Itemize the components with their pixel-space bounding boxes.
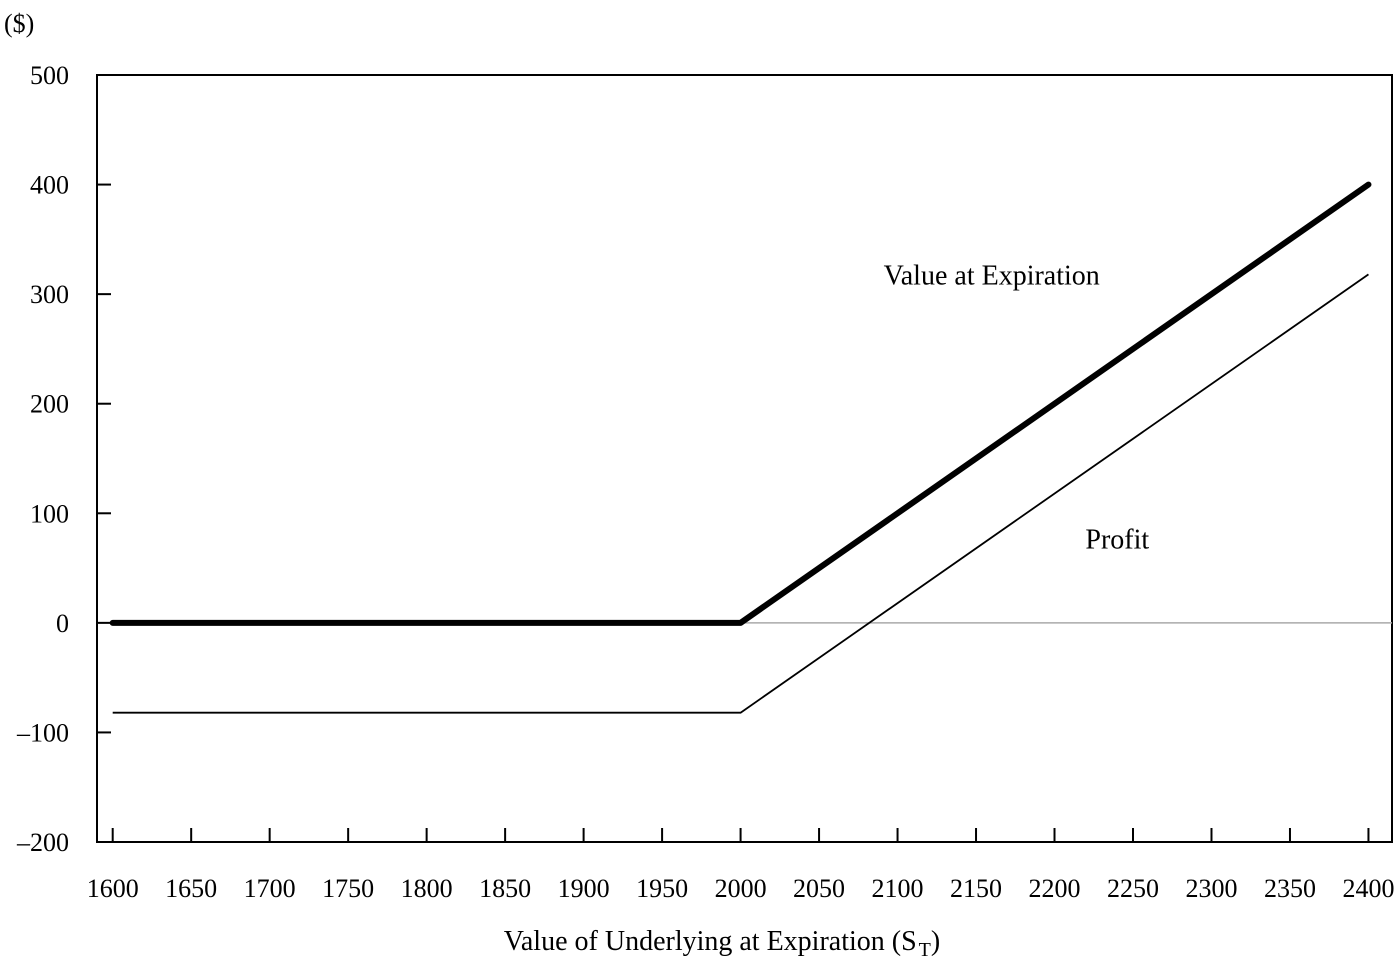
- series-line-profit: [112, 273, 1369, 714]
- y-tick-label: 500: [30, 61, 69, 90]
- x-tick-label: 2350: [1264, 874, 1316, 903]
- x-tick-label: 1900: [558, 874, 610, 903]
- x-tick-label: 1600: [87, 874, 139, 903]
- x-tick-label: 2000: [715, 874, 767, 903]
- x-tick-label: 1650: [165, 874, 217, 903]
- x-axis-title-subscript: T: [919, 939, 931, 961]
- series-line-value-at-expiration: [109, 181, 1372, 626]
- x-axis-ticks: 1600 1650 1700 1750 1800 1850 1900 1950 2000 2050…: [87, 828, 1394, 903]
- y-tick-label: 100: [30, 499, 69, 528]
- y-tick-label: 300: [30, 280, 69, 309]
- x-tick-label: 2150: [950, 874, 1002, 903]
- x-tick-label: 2400: [1342, 874, 1394, 903]
- y-axis-ticks: 500 400 300 200 100 0 –100 –200: [16, 61, 111, 857]
- y-unit-label: ($): [4, 9, 34, 38]
- series-label-profit: Profit: [1085, 524, 1149, 555]
- x-axis-title: Value of Underlying at Expiration (S T): [504, 926, 940, 961]
- x-tick-label: 1950: [636, 874, 688, 903]
- x-tick-label: 2200: [1029, 874, 1081, 903]
- x-tick-label: 2100: [872, 874, 924, 903]
- plot-frame: [96, 74, 1393, 843]
- y-tick-label: 200: [30, 390, 69, 419]
- x-tick-label: 2050: [793, 874, 845, 903]
- y-tick-label: 0: [56, 609, 69, 638]
- x-tick-label: 2250: [1107, 874, 1159, 903]
- x-tick-label: 1850: [479, 874, 531, 903]
- x-tick-label: 2300: [1185, 874, 1237, 903]
- x-tick-label: 1750: [322, 874, 374, 903]
- y-tick-label: –200: [16, 828, 69, 857]
- y-tick-label: 400: [30, 171, 69, 200]
- series-layer: [109, 181, 1372, 714]
- series-label-value-at-expiration: Value at Expiration: [884, 260, 1100, 291]
- y-tick-label: –100: [16, 718, 69, 747]
- x-tick-label: 1800: [401, 874, 453, 903]
- annotation-layer: Value at Expiration Profit: [884, 260, 1150, 555]
- x-tick-label: 1700: [244, 874, 296, 903]
